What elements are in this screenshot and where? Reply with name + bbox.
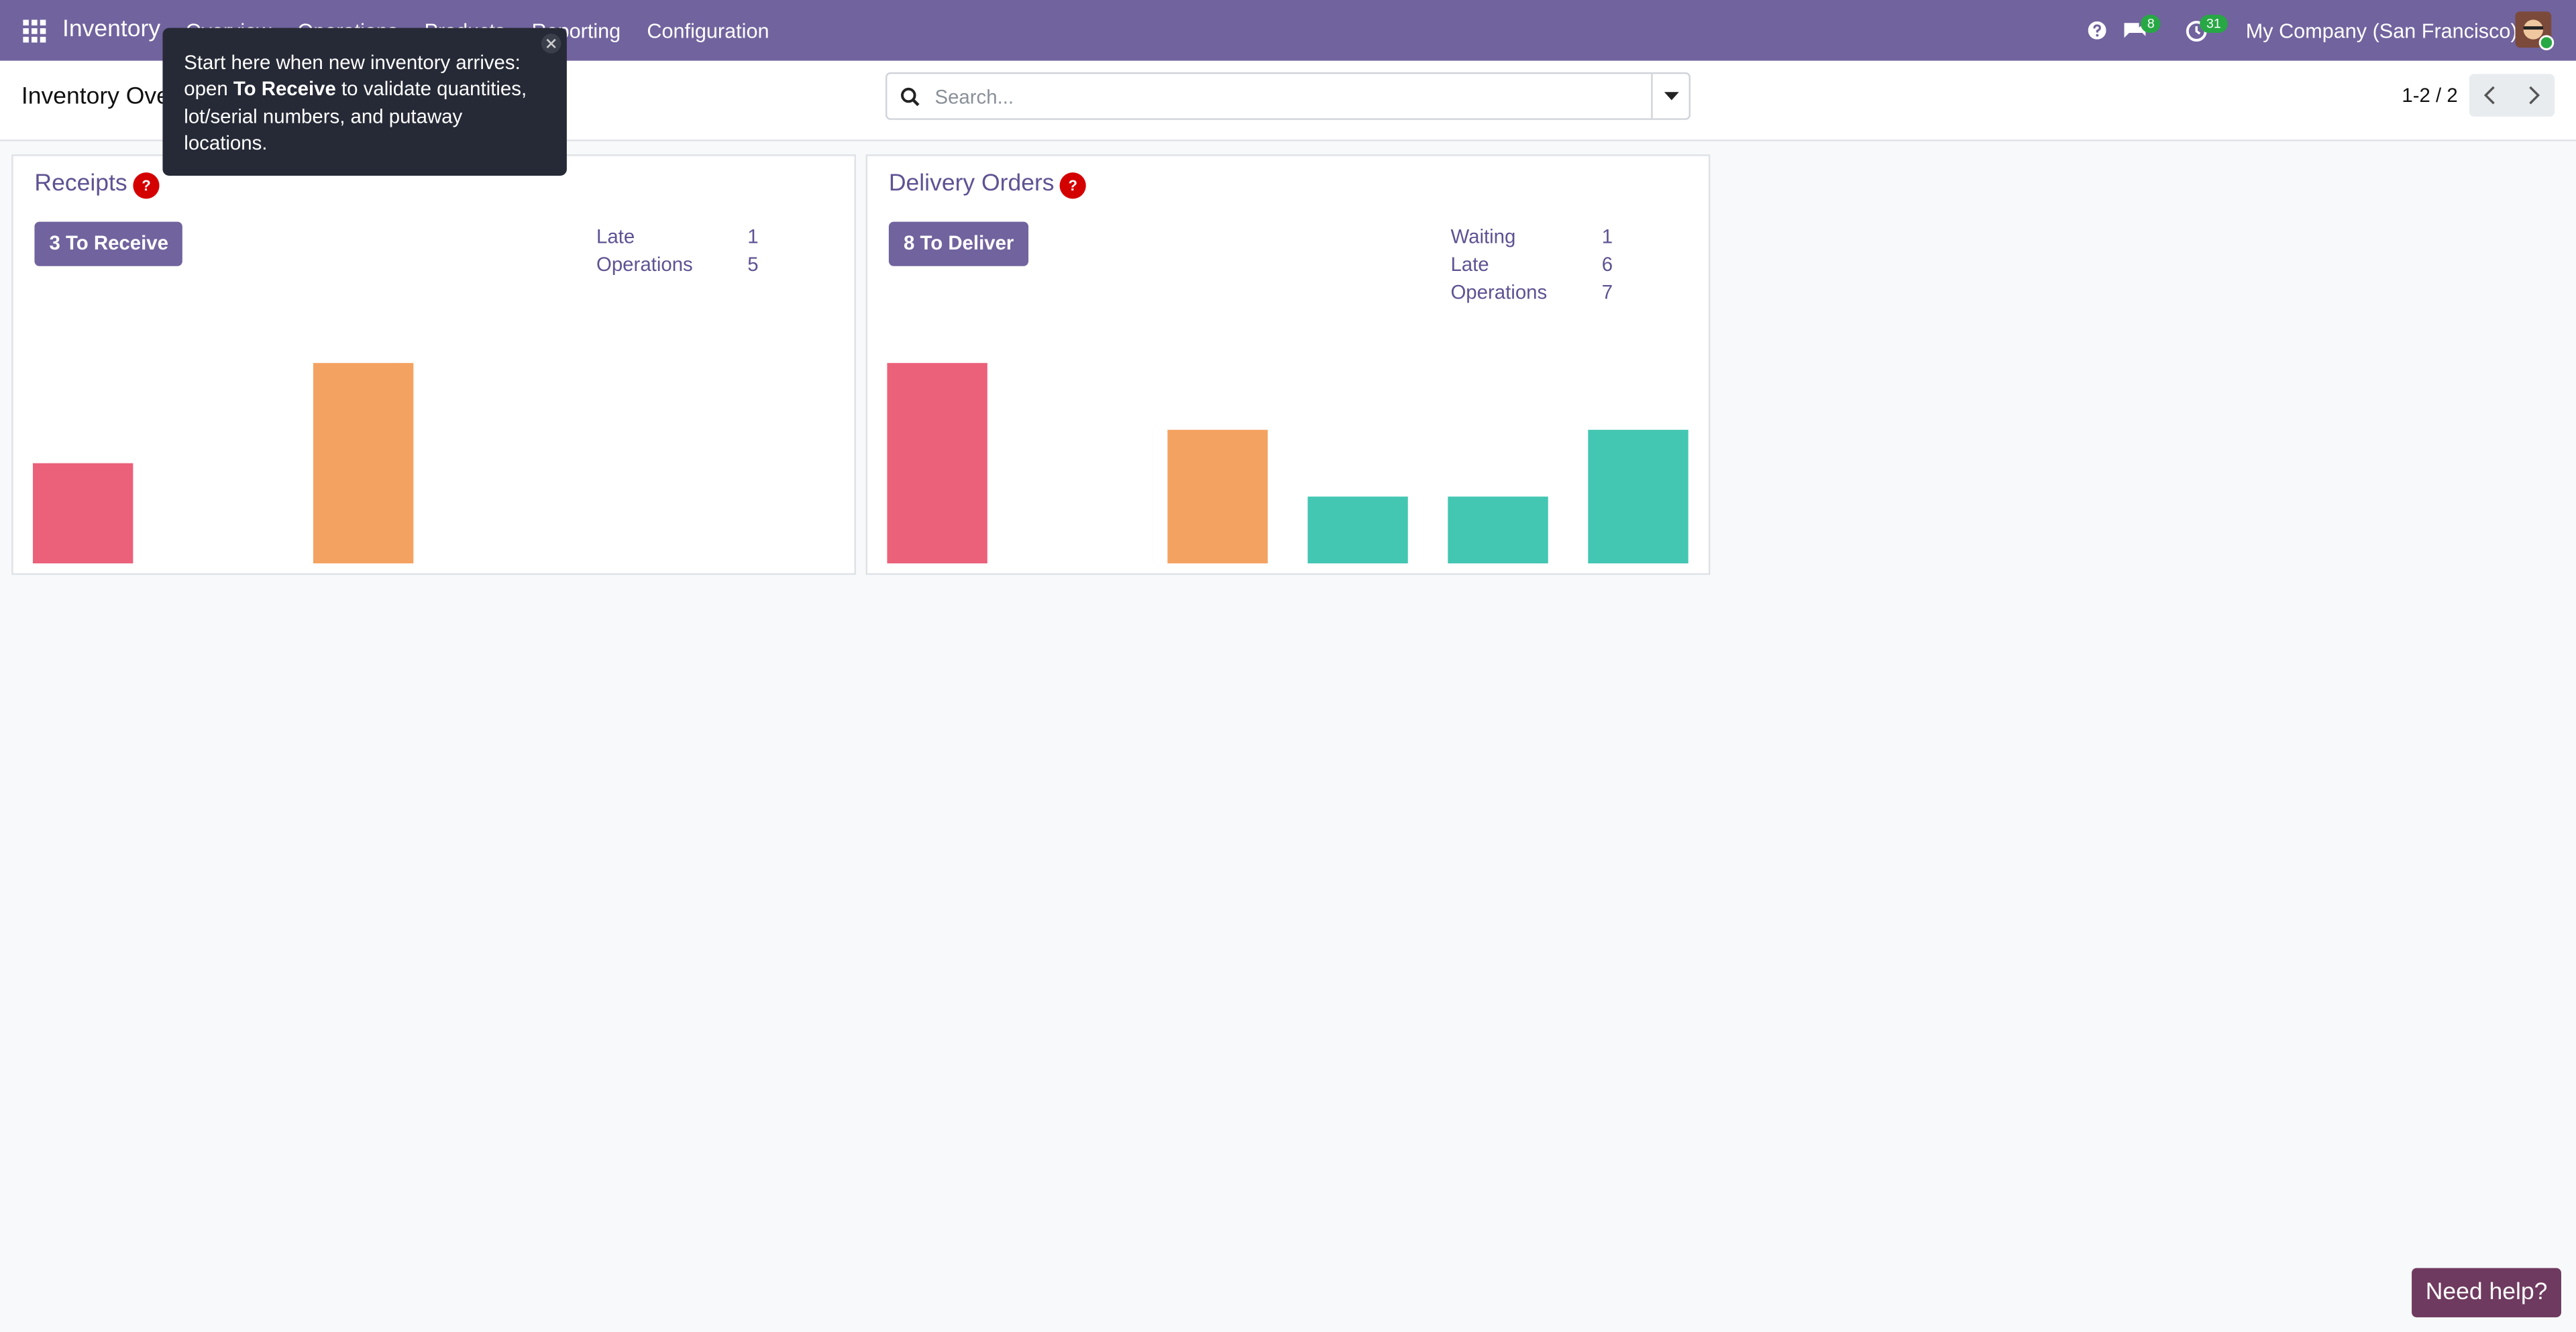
- help-icon[interactable]: [2088, 21, 2106, 40]
- tooltip-emphasis: To Receive: [233, 77, 336, 101]
- app-name[interactable]: Inventory: [62, 16, 161, 43]
- mini-chart: [32, 363, 414, 564]
- tooltip-text: Start here when new inventory arrives: o…: [184, 50, 521, 101]
- stat-label[interactable]: Late: [1450, 253, 1489, 276]
- bar[interactable]: [1588, 429, 1688, 564]
- kanban-card: Receipts ? 3 To Receive Late 1 Operations 5: [11, 154, 856, 575]
- company-switcher[interactable]: My Company (San Francisco): [2245, 19, 2518, 43]
- need-help-button[interactable]: Need help?: [2412, 1268, 2561, 1318]
- card-title[interactable]: Receipts: [34, 170, 127, 197]
- search-box[interactable]: Search...: [885, 72, 1691, 120]
- menu-item[interactable]: Configuration: [647, 19, 769, 43]
- mini-chart: [887, 363, 1688, 564]
- help-badge[interactable]: ?: [133, 172, 160, 199]
- bar[interactable]: [32, 463, 133, 564]
- bar[interactable]: [887, 363, 987, 564]
- action-button[interactable]: 3 To Receive: [34, 221, 184, 266]
- stat-value[interactable]: 1: [1601, 225, 1613, 248]
- search-dropdown[interactable]: [1651, 74, 1690, 119]
- tooltip-close[interactable]: [541, 33, 562, 54]
- stat-value[interactable]: 5: [747, 253, 759, 276]
- stat-label[interactable]: Operations: [596, 253, 693, 276]
- help-badge[interactable]: ?: [1059, 172, 1086, 199]
- stat-label[interactable]: Late: [596, 225, 635, 248]
- caret: [1664, 92, 1679, 101]
- tooltip-text: to validate quantities, lot/serial numbe…: [184, 77, 527, 154]
- action-button[interactable]: 8 To Deliver: [888, 221, 1029, 266]
- messages-badge: 8: [2141, 15, 2161, 33]
- bar[interactable]: [1448, 496, 1548, 564]
- search-placeholder: Search...: [934, 85, 1014, 109]
- pager-prev[interactable]: [2482, 85, 2498, 105]
- bar[interactable]: [1307, 496, 1408, 564]
- kanban-card: Delivery Orders ? 8 To Deliver Waiting 1 L…: [865, 154, 1711, 575]
- search-icon: [901, 87, 920, 107]
- activities-badge: 31: [2200, 15, 2228, 33]
- user-avatar[interactable]: [2515, 11, 2556, 51]
- card-title[interactable]: Delivery Orders: [888, 170, 1055, 197]
- pager-next[interactable]: [2525, 85, 2541, 105]
- stat-value[interactable]: 7: [1601, 280, 1613, 304]
- apps-icon[interactable]: [23, 19, 46, 43]
- tour-tooltip: Start here when new inventory arrives: o…: [162, 27, 567, 176]
- pager: 1-2 / 2: [2402, 83, 2458, 107]
- pager-buttons: [2469, 74, 2555, 117]
- stat-label[interactable]: Operations: [1450, 280, 1548, 304]
- stat-value[interactable]: 1: [747, 225, 759, 248]
- stat-value[interactable]: 6: [1601, 253, 1613, 276]
- stat-label[interactable]: Waiting: [1450, 225, 1516, 248]
- bar[interactable]: [313, 363, 414, 564]
- bar[interactable]: [1167, 429, 1268, 564]
